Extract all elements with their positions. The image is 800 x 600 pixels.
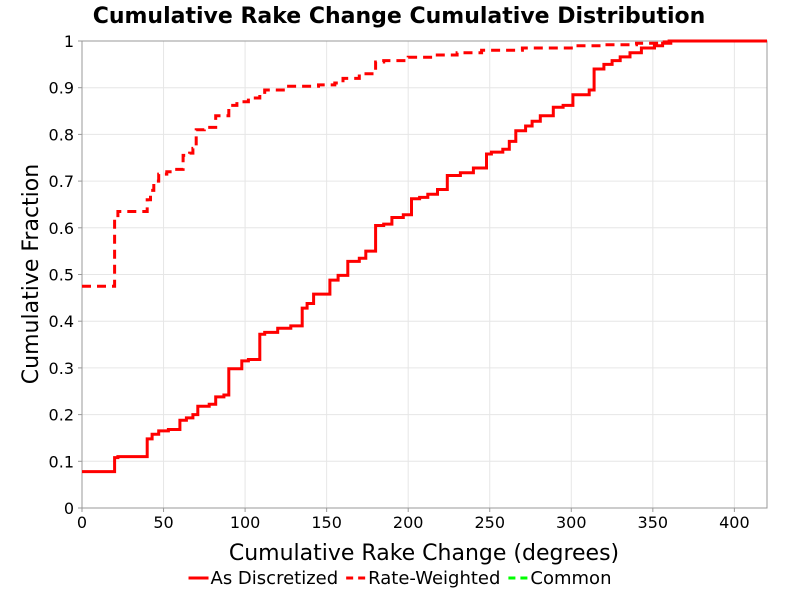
x-tick-label: 0 [77,513,87,532]
x-tick-label: 50 [153,513,173,532]
x-tick-label: 250 [474,513,505,532]
legend-label-common: Common [530,568,611,589]
legend: As Discretized Rate-Weighted Common [188,568,611,589]
series-layer [82,39,767,474]
y-tick-label: 0.5 [49,266,74,285]
chart-title: Cumulative Rake Change Cumulative Distri… [93,4,706,29]
x-tick-label: 150 [311,513,342,532]
y-tick-label: 0.8 [49,125,74,144]
y-tick-label: 0.7 [49,172,74,191]
y-tick-label: 0.1 [49,452,74,471]
legend-label-as-discretized: As Discretized [211,568,339,589]
y-axis-label: Cumulative Fraction [19,164,44,384]
x-axis-label: Cumulative Rake Change (degrees) [229,541,619,566]
x-tick-label: 200 [393,513,424,532]
x-tick-label: 400 [719,513,750,532]
x-tick-label: 350 [638,513,669,532]
legend-label-rate-weighted: Rate-Weighted [368,568,500,589]
x-tick-label: 100 [230,513,261,532]
y-tick-label: 0.6 [49,219,74,238]
y-tick-label: 0.3 [49,359,74,378]
series-line-rate-weighted [82,39,767,288]
x-tick-label: 300 [556,513,587,532]
y-tick-label: 0.4 [49,312,74,331]
y-tick-label: 1 [64,32,74,51]
y-tick-label: 0 [64,499,74,518]
axis-ticks: 0 50 100 150 200 250 300 350 400 0 0.1 0.2 0.3 0.4 0.5… [49,32,750,532]
grid [81,40,767,509]
y-tick-label: 0.2 [49,406,74,425]
series-line-as-discretized [82,39,767,474]
y-tick-label: 0.9 [49,79,74,98]
